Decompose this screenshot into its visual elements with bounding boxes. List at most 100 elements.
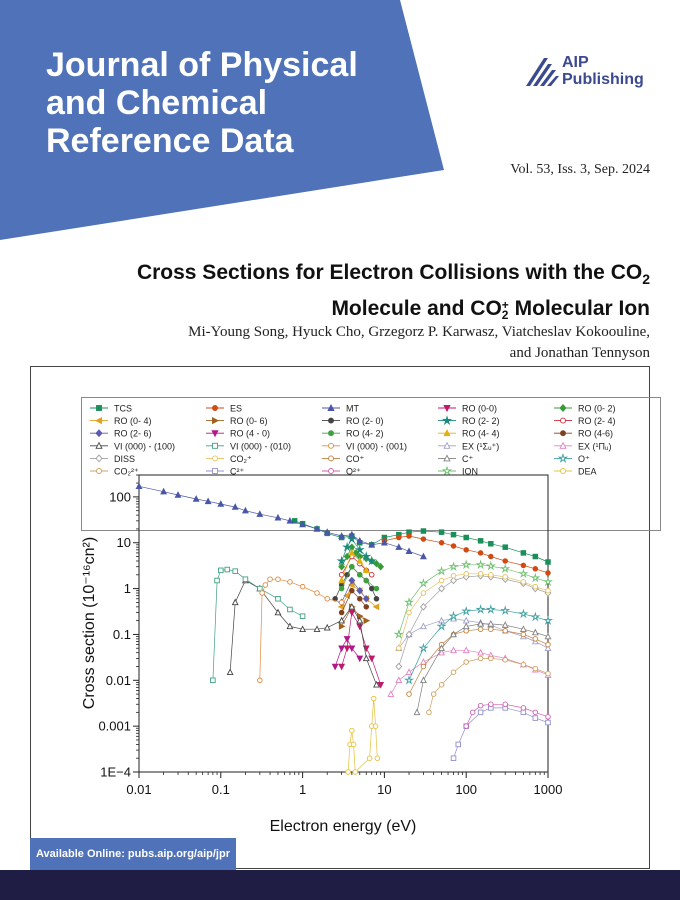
data-point xyxy=(356,536,364,544)
series-line xyxy=(334,638,361,667)
series-line xyxy=(341,546,381,567)
legend-item: C⁺ xyxy=(438,454,473,464)
series-25 xyxy=(426,655,551,716)
series-line xyxy=(341,579,367,603)
series-10 xyxy=(338,576,370,607)
data-point xyxy=(396,645,402,651)
article-title-line-2: Molecule and CO +2 Molecular Ion xyxy=(20,294,650,324)
data-point xyxy=(448,561,459,572)
data-point xyxy=(348,530,356,538)
data-point xyxy=(462,573,470,581)
data-point xyxy=(374,755,381,761)
data-point xyxy=(542,576,554,587)
data-point xyxy=(450,631,457,638)
series-8 xyxy=(336,533,377,566)
legend-marker xyxy=(95,429,103,438)
data-point xyxy=(488,541,494,547)
data-point xyxy=(356,655,364,663)
series-line xyxy=(341,552,367,581)
legend-label: TCS xyxy=(114,404,132,414)
series-3 xyxy=(338,609,385,689)
chart-legend: TCS ES MT RO (0-0) RO (0- 2) RO (0- 4) RO (0- … xyxy=(81,397,661,531)
data-point xyxy=(396,531,402,538)
data-point xyxy=(357,572,363,578)
legend-item: ION xyxy=(438,465,478,477)
legend-svg: TCS ES MT RO (0-0) RO (0- 2) RO (0- 4) RO (0- … xyxy=(90,404,616,477)
legend-label: RO (0- 6) xyxy=(230,416,268,426)
data-point xyxy=(352,769,358,775)
data-point xyxy=(287,579,293,585)
series-13 xyxy=(338,549,370,584)
legend-marker xyxy=(443,429,451,437)
legend-item: VI (000) - (010) xyxy=(206,441,291,451)
y-axis-label: Cross section (10⁻¹⁶cn²) xyxy=(81,537,98,709)
series-7 xyxy=(332,563,380,602)
data-point xyxy=(450,543,457,549)
series-19 xyxy=(387,646,552,697)
authors-line-2: and Jonathan Tennyson xyxy=(509,345,650,361)
data-point xyxy=(520,709,527,716)
legend-item: RO (4- 4) xyxy=(438,429,500,439)
data-point xyxy=(501,575,509,583)
data-point xyxy=(545,719,551,726)
x-tick-label: 0.1 xyxy=(212,782,230,797)
data-point xyxy=(487,619,495,627)
legend-item: RO (2- 2) xyxy=(438,415,500,426)
data-point xyxy=(313,625,321,632)
authors: Mi-Young Song, Hyuck Cho, Grzegorz P. Ka… xyxy=(50,322,650,364)
legend-item: DISS xyxy=(90,454,135,464)
data-point xyxy=(357,539,363,546)
data-point xyxy=(420,663,427,670)
data-point xyxy=(299,613,306,619)
data-point xyxy=(545,641,551,648)
legend-marker xyxy=(443,405,451,413)
data-point xyxy=(463,547,469,553)
data-point xyxy=(544,632,552,640)
data-point xyxy=(462,646,470,654)
data-point xyxy=(463,659,469,665)
data-point xyxy=(373,680,380,688)
legend-marker xyxy=(328,430,334,437)
legend-marker xyxy=(443,454,451,462)
data-point xyxy=(477,571,484,577)
legend-item: RO (0- 2) xyxy=(554,404,616,414)
data-point xyxy=(545,559,551,565)
data-point xyxy=(363,567,370,574)
data-point xyxy=(366,555,377,566)
legend-marker xyxy=(557,452,569,463)
y-tick-label: 0.01 xyxy=(106,673,131,688)
legend-marker xyxy=(212,468,218,474)
data-point xyxy=(267,576,273,582)
data-point xyxy=(323,623,331,631)
data-point xyxy=(477,550,484,556)
data-point xyxy=(357,572,363,578)
legend-label: O²⁺ xyxy=(346,467,361,477)
issue-info: Vol. 53, Iss. 3, Sep. 2024 xyxy=(510,162,650,177)
data-point xyxy=(469,709,476,716)
article-title-line-1-text: Cross Sections for Electron Collisions w… xyxy=(136,261,643,284)
data-point xyxy=(463,628,469,634)
data-point xyxy=(395,662,403,671)
legend-marker xyxy=(212,442,218,449)
legend-label: MT xyxy=(346,404,359,414)
data-point xyxy=(345,769,351,775)
data-point xyxy=(257,677,263,684)
x-axis-label: Electron energy (eV) xyxy=(270,818,417,835)
data-point xyxy=(477,655,484,662)
series-26 xyxy=(450,705,551,761)
data-point xyxy=(357,612,364,620)
data-point xyxy=(405,668,413,675)
data-point xyxy=(218,567,224,574)
data-point xyxy=(419,658,427,665)
series-21 xyxy=(396,571,551,651)
data-point xyxy=(396,534,402,541)
data-point xyxy=(343,645,351,653)
x-tick-label: 1000 xyxy=(534,782,563,797)
data-point xyxy=(436,620,447,631)
availability-banner[interactable]: Available Online: pubs.aip.org/aip/jpr xyxy=(30,838,236,870)
data-point xyxy=(363,577,370,584)
authors-line-1: Mi-Young Song, Hyuck Cho, Grzegorz P. Ka… xyxy=(188,324,650,340)
legend-label: RO (0- 4) xyxy=(114,416,152,426)
data-point xyxy=(462,616,470,624)
data-point xyxy=(519,579,527,588)
